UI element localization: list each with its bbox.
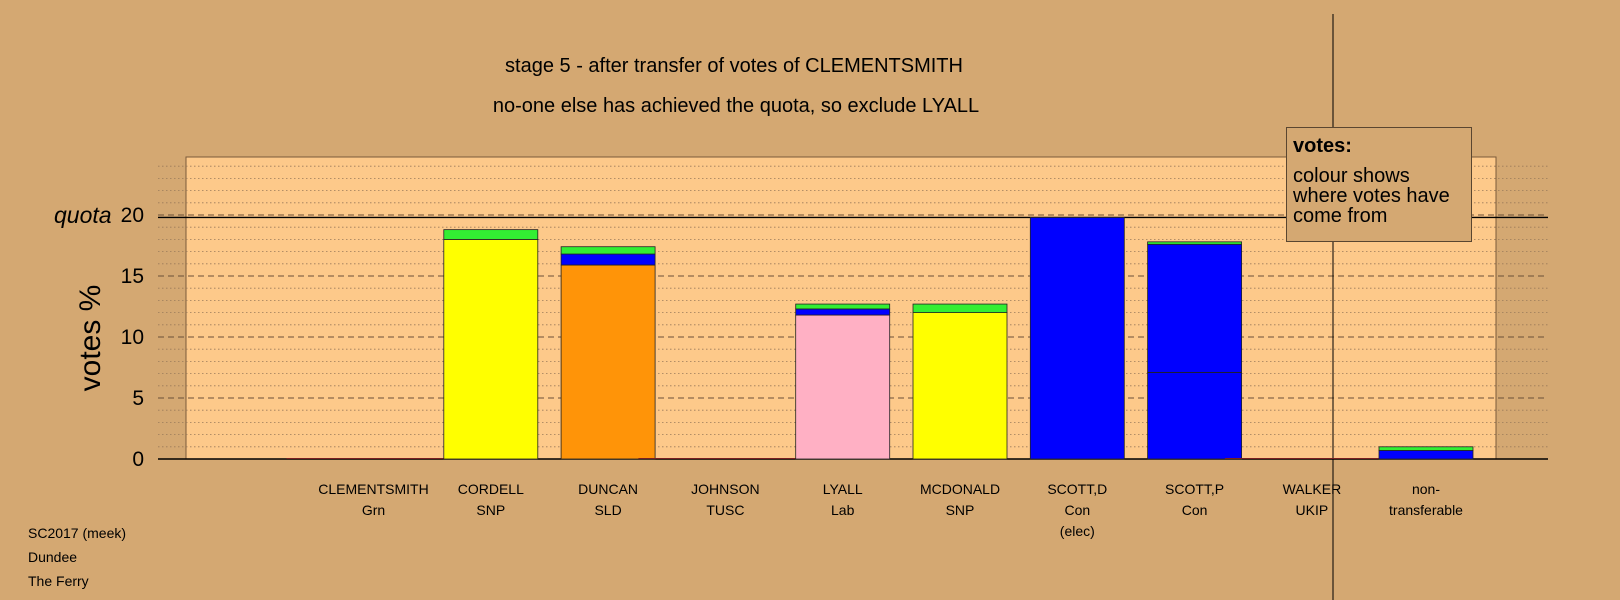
candidate-name: SCOTT,P <box>1165 481 1224 497</box>
candidate-party: Con <box>1182 502 1208 518</box>
candidate-name: LYALL <box>823 481 863 497</box>
bar-segment <box>560 253 656 266</box>
candidate-name: WALKER <box>1283 481 1342 497</box>
nontransferable-label-1: non- <box>1412 481 1440 497</box>
candidate-name: CLEMENTSMITH <box>318 481 428 497</box>
bar-segment <box>1029 217 1125 460</box>
candidate-name: DUNCAN <box>578 481 638 497</box>
bar-segment <box>443 238 539 460</box>
y-tick-label: 10 <box>121 326 144 349</box>
bar-segment <box>560 246 656 255</box>
candidate-name: CORDELL <box>458 481 524 497</box>
bar-segment <box>443 229 539 240</box>
chart-subtitle: no-one else has achieved the quota, so e… <box>493 95 979 117</box>
candidate-party: Lab <box>831 502 855 518</box>
bar-segment <box>1147 371 1242 460</box>
candidate-party: TUSC <box>706 502 744 518</box>
candidate-name: MCDONALD <box>920 481 1000 497</box>
chart-title: stage 5 - after transfer of votes of CLE… <box>505 55 963 77</box>
candidate-note: (elec) <box>1060 523 1095 539</box>
candidate-name: JOHNSON <box>691 481 759 497</box>
y-tick-label: 20 <box>121 204 144 227</box>
candidate-party: Con <box>1064 502 1090 518</box>
y-tick-label: 5 <box>132 387 144 410</box>
legend-title: votes: <box>1293 135 1352 157</box>
nontransferable-bar-segment <box>1378 450 1474 460</box>
nontransferable-label-2: transferable <box>1389 502 1463 518</box>
bar-segment <box>795 303 891 310</box>
candidate-party: SNP <box>476 502 505 518</box>
candidate-party: SNP <box>946 502 975 518</box>
footer-council: Dundee <box>28 549 78 565</box>
nontransferable-bar-segment <box>1378 446 1474 451</box>
legend-box: votes: colour shows where votes have com… <box>1286 127 1472 242</box>
y-tick-label: 0 <box>132 448 144 471</box>
candidate-party: UKIP <box>1296 502 1329 518</box>
candidate-party: Grn <box>362 502 385 518</box>
bar-segment <box>1147 243 1242 373</box>
candidate-name: SCOTT,D <box>1047 481 1107 497</box>
quota-label: quota <box>54 202 112 228</box>
bar-segment <box>912 303 1008 313</box>
legend-body: colour shows where votes have come from <box>1293 165 1450 227</box>
bar-segment <box>560 264 656 460</box>
bar-segment <box>795 314 891 460</box>
footer-election: SC2017 (meek) <box>28 525 127 541</box>
candidate-party: SLD <box>594 502 621 518</box>
bar-segment <box>795 308 891 316</box>
footer-ward: The Ferry <box>28 573 89 589</box>
bar-segment <box>912 312 1008 460</box>
bar-segment <box>1147 241 1242 245</box>
y-axis-label: votes % <box>74 285 107 392</box>
y-tick-label: 15 <box>121 265 144 288</box>
